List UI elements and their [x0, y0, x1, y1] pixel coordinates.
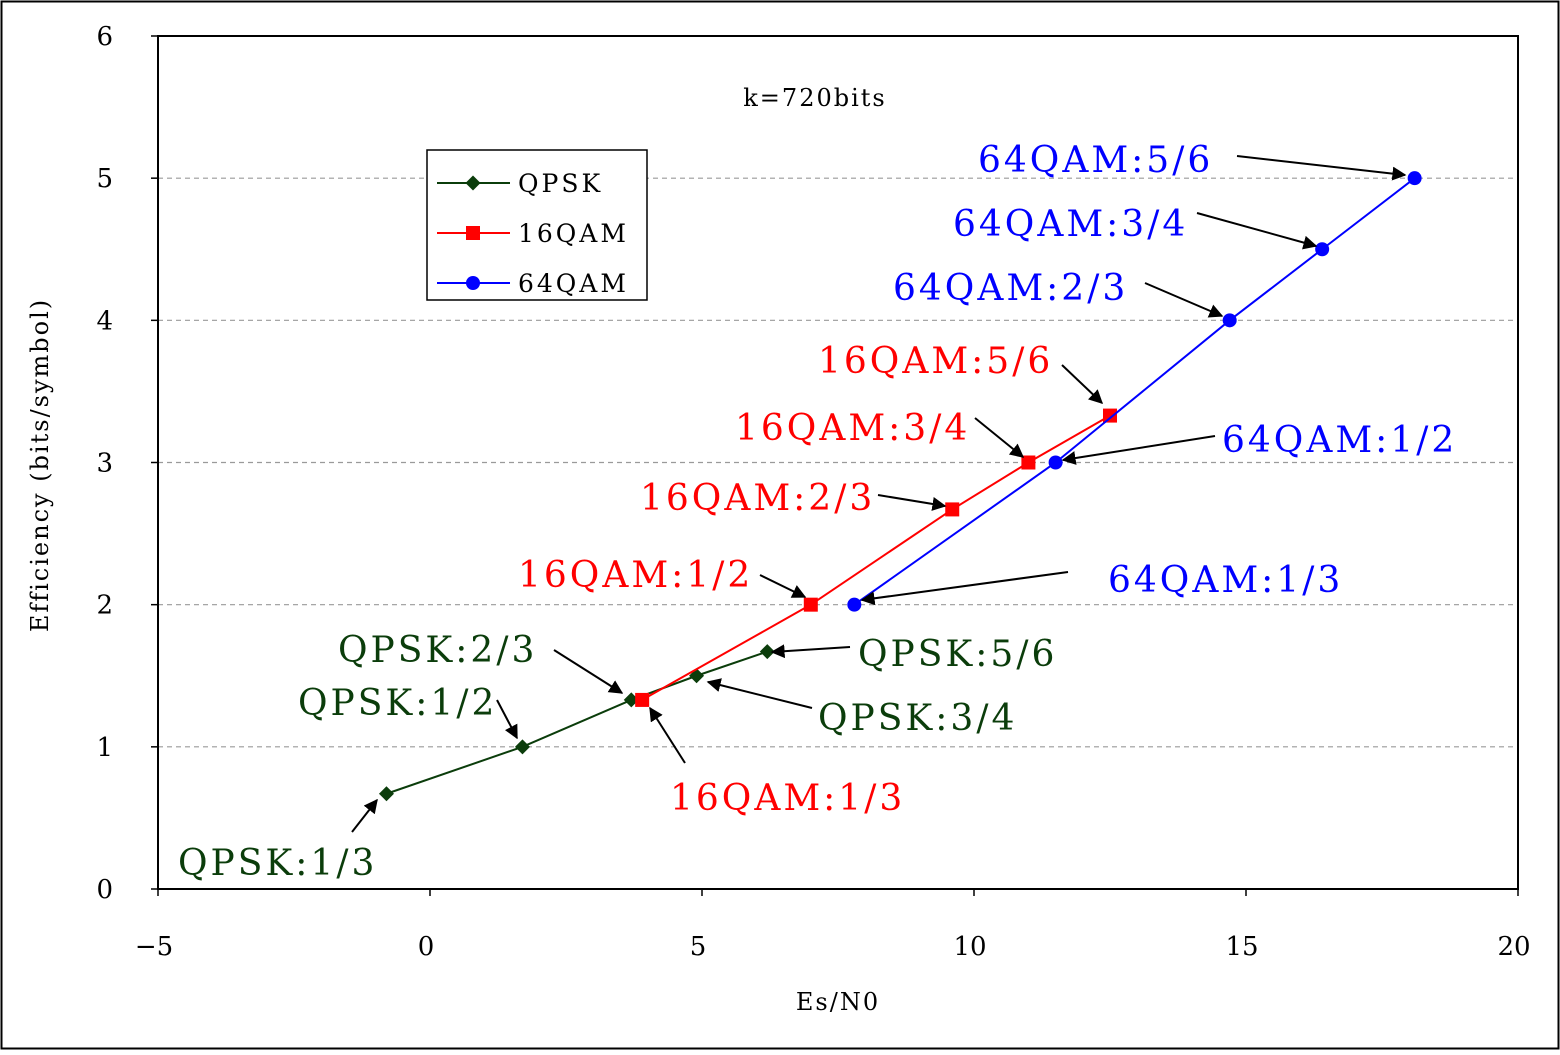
annotation-arrow — [1061, 364, 1104, 404]
legend-marker — [466, 226, 480, 240]
annotation-qpsk-3: QPSK:3/4 — [706, 678, 1017, 739]
annotation-arrow — [706, 678, 813, 709]
y-tick-label: 1 — [96, 733, 113, 763]
annotation-label: 16QAM:1/2 — [518, 555, 753, 596]
annotation-16qam-4: 16QAM:5/6 — [818, 341, 1104, 404]
legend-entry-16qam: 16QAM — [437, 219, 629, 248]
annotation-arrow — [860, 571, 1069, 606]
annotation-label: 16QAM:1/3 — [670, 778, 905, 819]
x-axis-label: Es/N0 — [796, 988, 880, 1016]
legend-entry-64qam: 64QAM — [437, 269, 629, 298]
annotation-arrow — [1236, 155, 1407, 181]
annotation-label: 16QAM:2/3 — [640, 478, 875, 519]
annotation-label: QPSK:1/3 — [178, 843, 377, 884]
annotation-label: 64QAM:2/3 — [893, 268, 1128, 309]
axis-ticks: 0 1 2 3 4 5 6 −5 0 5 10 15 20 — [96, 22, 1530, 962]
data-point — [623, 692, 639, 708]
annotation-64qam-2: 64QAM:2/3 — [893, 268, 1224, 318]
annotation-qpsk-1: QPSK:1/2 — [298, 683, 518, 740]
data-point — [803, 597, 818, 612]
series-group — [378, 171, 1422, 802]
annotation-arrow — [759, 574, 807, 598]
x-tick-label: 10 — [953, 932, 986, 962]
series-16qam — [635, 408, 1117, 707]
annotation-arrow — [974, 417, 1025, 458]
x-tick-label: 15 — [1225, 932, 1258, 962]
annotation-title: k=720bits — [743, 84, 886, 112]
data-point — [847, 597, 862, 612]
y-tick-label: 2 — [96, 591, 113, 621]
annotation-label: 64QAM:5/6 — [978, 140, 1213, 181]
annotation-label: QPSK:1/2 — [298, 683, 497, 724]
legend-marker — [466, 276, 480, 290]
annotation-64qam-3: 64QAM:3/4 — [953, 204, 1318, 250]
data-point — [1315, 242, 1330, 257]
annotation-label: QPSK:2/3 — [338, 630, 537, 671]
annotation-qpsk-0: QPSK:1/3 — [178, 798, 378, 884]
legend-box — [426, 149, 648, 301]
annotation-arrow — [351, 798, 378, 833]
annotation-label: QPSK:5/6 — [858, 634, 1057, 675]
annotation-label: 64QAM:1/3 — [1108, 560, 1343, 601]
annotation-label: 16QAM:3/4 — [735, 408, 970, 449]
annotation-arrow — [649, 706, 686, 764]
annotation-arrow — [553, 649, 624, 694]
annotation-qpsk-4: QPSK:5/6 — [770, 634, 1057, 675]
y-tick-label: 4 — [96, 306, 113, 336]
grid-lines — [158, 177, 1518, 748]
y-axis-label: Efficiency (bits/symbol) — [26, 298, 54, 632]
legend-label: 64QAM — [518, 269, 629, 298]
data-point — [1103, 408, 1117, 423]
data-point — [514, 739, 530, 755]
legend-entry-qpsk: QPSK — [437, 169, 603, 198]
data-point — [378, 786, 394, 802]
annotation-arrow — [877, 494, 947, 511]
annotation-16qam-3: 16QAM:3/4 — [735, 408, 1025, 458]
annotation-label: 64QAM:1/2 — [1222, 420, 1457, 461]
annotation-16qam-0: 16QAM:1/3 — [649, 706, 905, 819]
annotation-64qam-4: 64QAM:5/6 — [978, 140, 1407, 181]
y-tick-label: 0 — [96, 875, 113, 905]
annotation-16qam-2: 16QAM:2/3 — [640, 478, 947, 519]
data-point — [1407, 171, 1422, 186]
data-point — [635, 692, 650, 707]
annotation-arrow — [770, 644, 851, 659]
annotation-label: 16QAM:5/6 — [818, 341, 1053, 382]
data-point — [1222, 313, 1237, 328]
series-64qam — [847, 171, 1422, 612]
x-tick-label: −5 — [135, 932, 173, 962]
annotation-arrow — [496, 699, 518, 740]
data-point — [945, 502, 960, 517]
annotation-label: QPSK:3/4 — [818, 698, 1017, 739]
y-tick-label: 5 — [96, 164, 113, 194]
data-point — [1021, 455, 1036, 470]
annotation-64qam-0: 64QAM:1/3 — [860, 560, 1343, 606]
annotation-16qam-1: 16QAM:1/2 — [518, 555, 807, 598]
point-annotations: QPSK:1/3 QPSK:1/2 QPSK:2/3 QPSK:3/4 QPSK:5/6… — [178, 140, 1457, 884]
y-tick-label: 3 — [96, 449, 113, 479]
legend-marker — [465, 175, 481, 191]
x-tick-label: 5 — [690, 932, 707, 962]
legend: QPSK 16QAM 64QAM — [426, 149, 648, 301]
legend-label: 16QAM — [518, 219, 629, 248]
annotation-arrow — [1196, 212, 1318, 250]
data-point — [1048, 455, 1063, 470]
annotation-64qam-1: 64QAM:1/2 — [1061, 420, 1457, 465]
x-tick-label: 20 — [1497, 932, 1530, 962]
annotation-label: 64QAM:3/4 — [953, 204, 1188, 245]
annotation-qpsk-2: QPSK:2/3 — [338, 630, 624, 694]
legend-label: QPSK — [518, 169, 603, 198]
series-qpsk — [378, 644, 775, 802]
annotation-arrow — [1061, 435, 1216, 465]
y-tick-label: 6 — [96, 22, 113, 52]
annotation-arrow — [1144, 282, 1224, 318]
x-tick-label: 0 — [418, 932, 435, 962]
